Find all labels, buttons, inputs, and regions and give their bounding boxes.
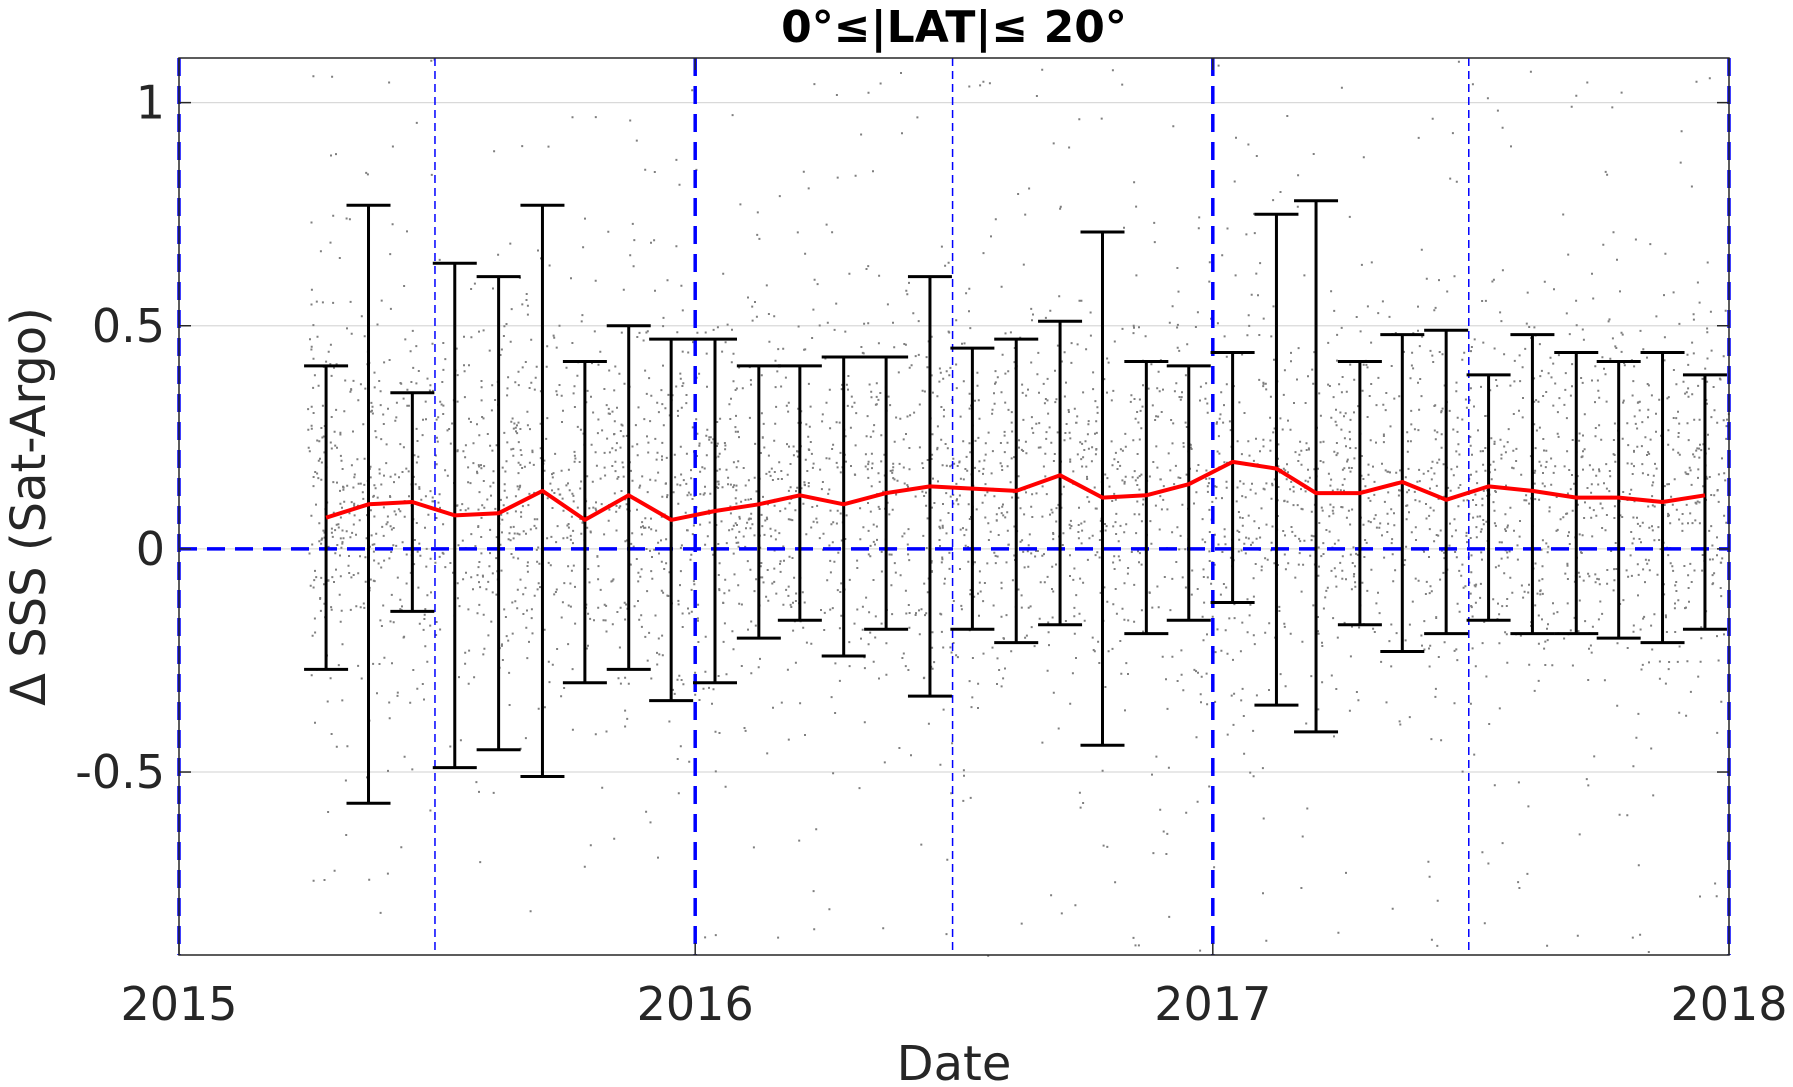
scatter-points [307,58,1731,957]
errorbar [777,364,822,622]
plot-frame [178,57,1730,956]
y-tick-label: 1 [136,76,165,130]
errorbar [1294,199,1339,734]
mean-line [325,459,1706,522]
errorbar [1466,373,1511,622]
errorbar [1210,351,1255,604]
axis-ticks: 1 0.5 0 -0.5 2015 2016 2017 2018 [75,58,1788,1031]
errorbar [1682,373,1727,631]
errorbar [1080,230,1125,747]
errorbar [1124,359,1169,636]
y-axis-label: Δ SSS (Sat-Argo) [1,307,57,706]
errorbar [736,364,781,640]
y-tick-label: 0 [136,522,165,576]
chart-title: 0°≤|LAT|≤ 20° [781,2,1127,53]
x-axis-label: Date [897,1036,1012,1087]
errorbar [1038,319,1083,627]
errorbar [1596,359,1641,640]
y-tick-label: 0.5 [92,299,165,353]
errorbar [1380,333,1425,654]
x-tick-label: 2018 [1670,977,1787,1031]
errorbar [1166,364,1211,622]
errorbar [1640,351,1685,645]
mean-line-layer [325,459,1706,522]
x-tick-label: 2015 [120,977,237,1031]
errorbar [1554,351,1599,636]
y-tick-label: -0.5 [75,745,165,799]
errorbar [1510,333,1555,636]
scatter-cloud [307,58,1731,957]
errorbar [1254,212,1299,707]
x-tick-label: 2016 [637,977,754,1031]
errorbar [304,364,349,671]
x-tick-label: 2017 [1154,977,1271,1031]
errorbar [821,355,866,658]
errorbar [1424,328,1469,636]
errorbar [562,359,607,685]
